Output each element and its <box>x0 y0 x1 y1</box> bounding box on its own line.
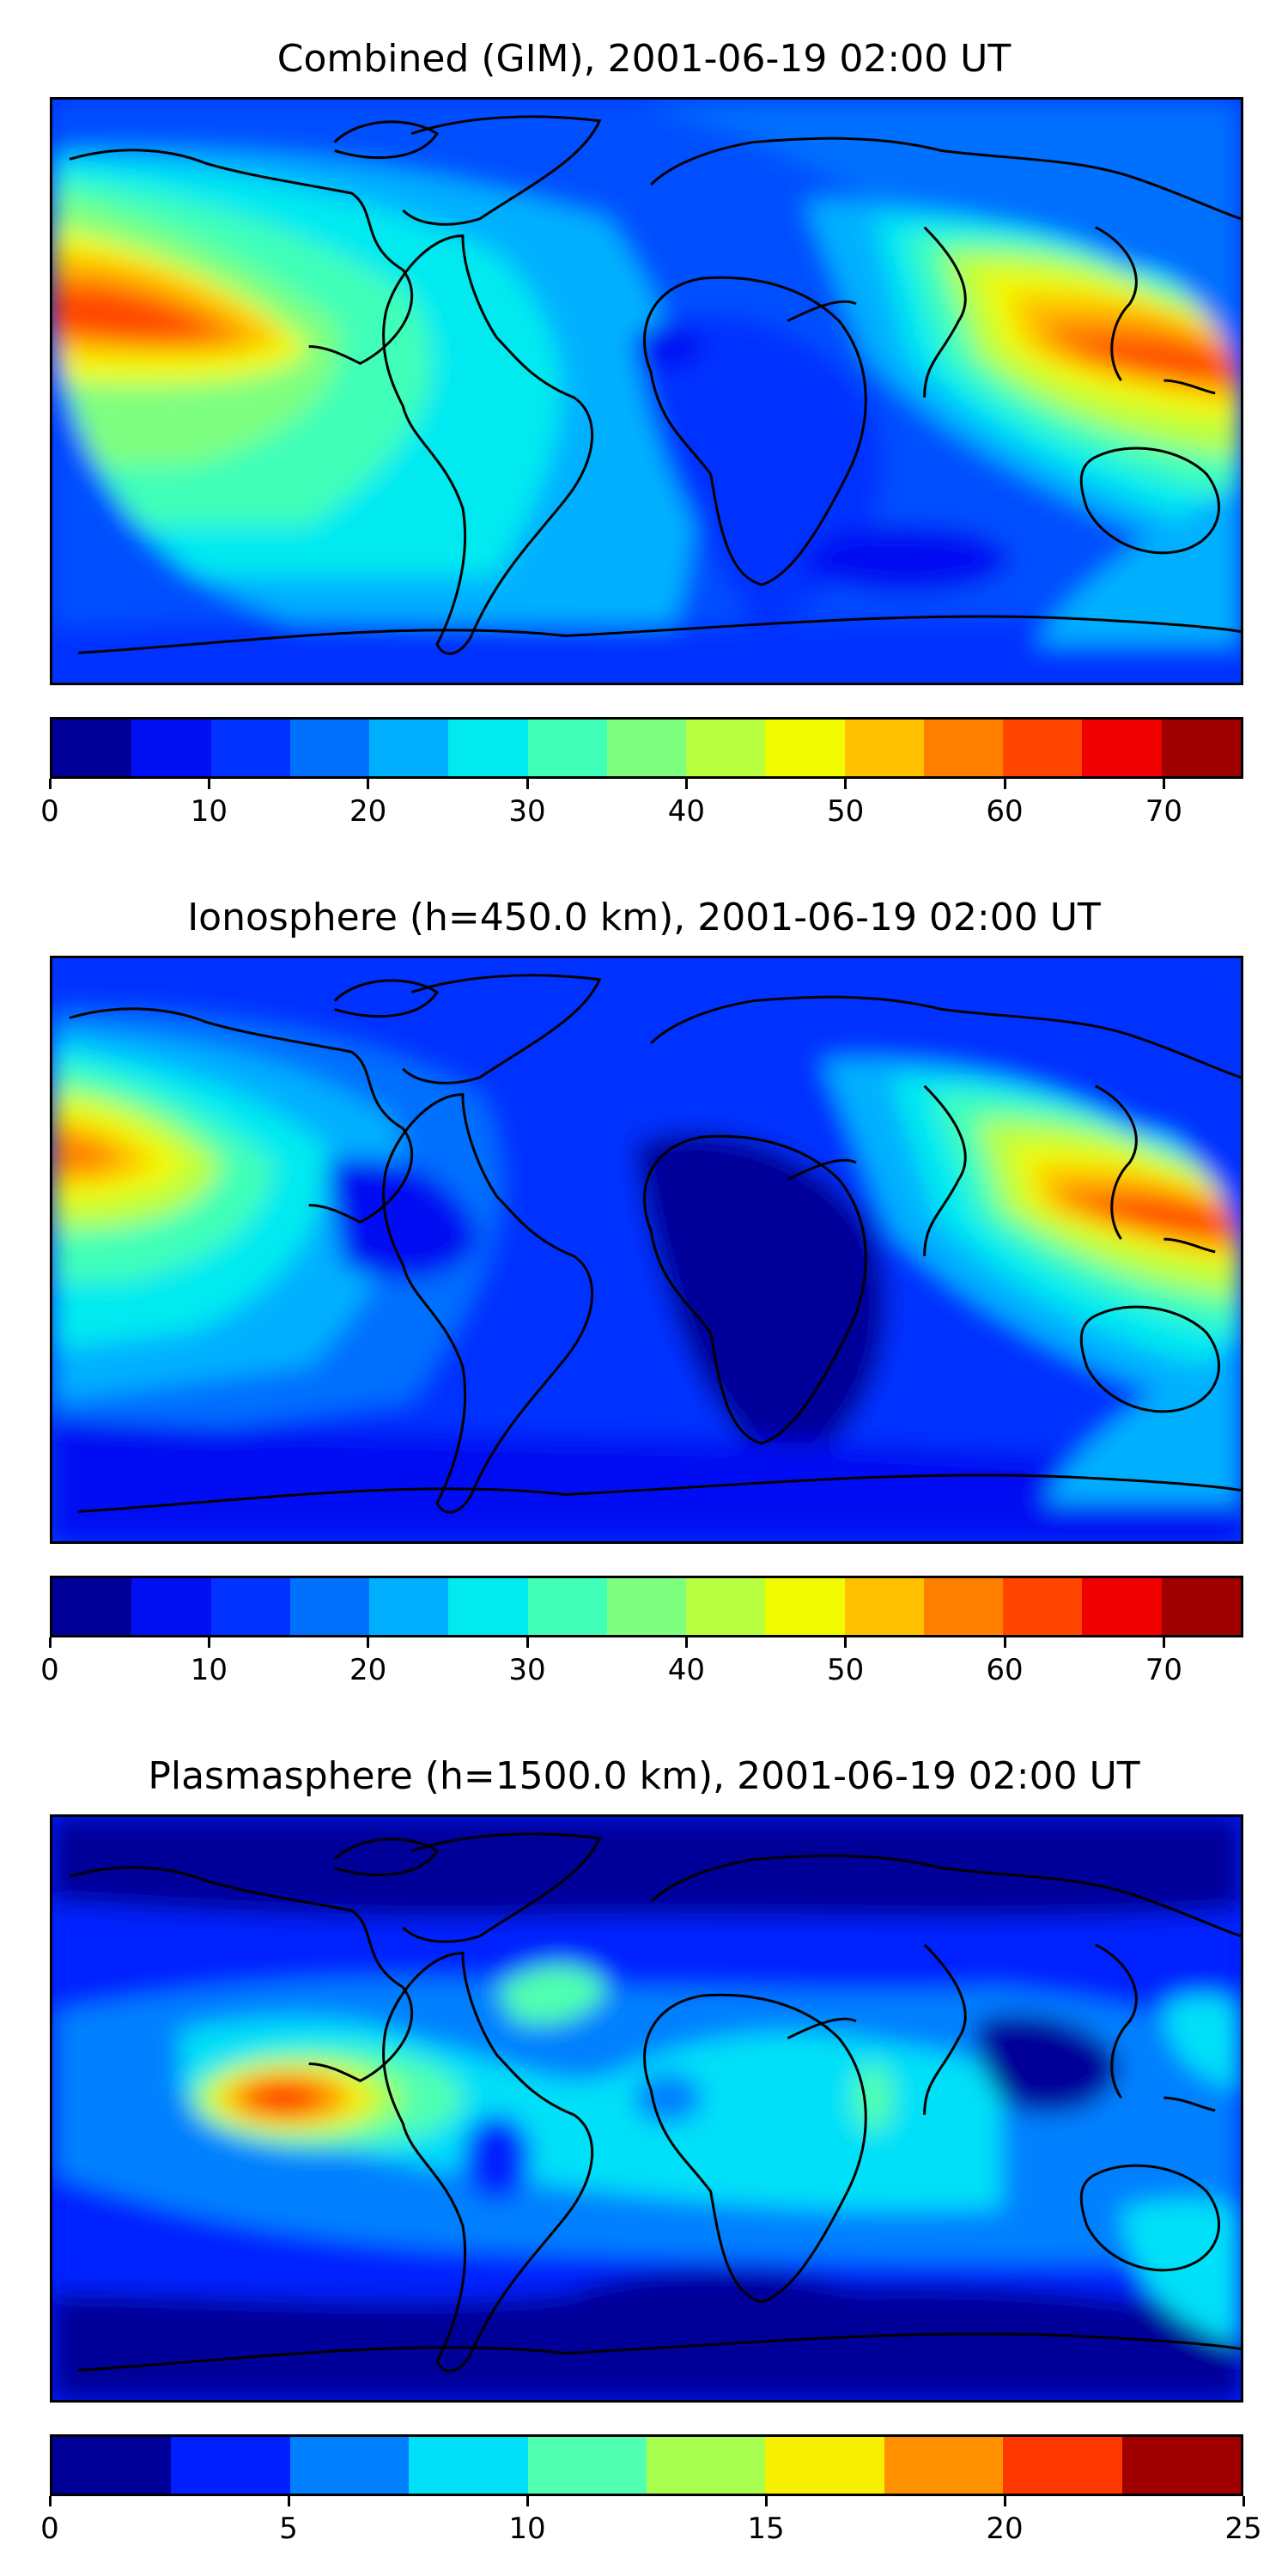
colorbar-segment <box>606 1578 687 1635</box>
colorbar-segment <box>369 720 449 776</box>
colorbar-segment <box>131 1578 211 1635</box>
colorbar-segment <box>844 720 924 776</box>
colorbar-segment <box>527 720 607 776</box>
colorbar-segment <box>289 1578 370 1635</box>
tick-mark <box>1003 2496 1006 2506</box>
colorbar-segment <box>369 1578 449 1635</box>
tick-label: 0 <box>40 2512 59 2546</box>
colorbar-segment <box>1003 2437 1122 2494</box>
tick-label: 10 <box>190 1653 228 1687</box>
colorbar-segment <box>52 720 132 776</box>
tick-label: 20 <box>349 794 387 829</box>
tick-mark <box>526 1637 529 1648</box>
tick-label: 30 <box>508 794 546 829</box>
tick-label: 60 <box>986 1653 1024 1687</box>
colorbar-segment <box>1003 720 1083 776</box>
colorbar-segment <box>409 2437 528 2494</box>
colorbar-segment <box>1161 1578 1241 1635</box>
tick-mark <box>1162 779 1165 789</box>
panel-1-colorbar-ticks: 0 10 20 30 40 50 60 70 <box>40 779 1243 830</box>
tick-mark <box>1162 1637 1165 1648</box>
tick-label: 50 <box>827 794 865 829</box>
tick-label: 25 <box>1224 2512 1262 2546</box>
tick-mark <box>1003 1637 1006 1648</box>
colorbar-segment <box>765 720 845 776</box>
colorbar-segment <box>448 1578 528 1635</box>
colorbar-segment <box>448 720 528 776</box>
colorbar-segment <box>210 720 290 776</box>
tick-mark <box>844 1637 848 1648</box>
colorbar-segment <box>606 720 687 776</box>
tick-mark <box>764 2496 768 2506</box>
tick-mark <box>367 779 370 789</box>
colorbar-segment <box>647 2437 766 2494</box>
panel-1-map <box>50 97 1243 685</box>
panel-2-map <box>50 956 1243 1544</box>
tick-mark <box>684 1637 688 1648</box>
panel-2-colorbar <box>50 1576 1243 1637</box>
colorbar-segment <box>1121 2437 1242 2494</box>
tick-mark <box>48 1637 52 1648</box>
tick-label: 70 <box>1145 1653 1182 1687</box>
colorbar-segment <box>844 1578 924 1635</box>
tick-mark <box>1003 779 1006 789</box>
colorbar-segment <box>1082 720 1162 776</box>
colorbar-segment <box>289 2437 410 2494</box>
colorbar-segment <box>923 1578 1004 1635</box>
tick-label: 10 <box>190 794 228 829</box>
tick-mark <box>526 779 529 789</box>
colorbar-segment <box>923 720 1004 776</box>
tick-mark <box>526 2496 529 2506</box>
colorbar-segment <box>1161 720 1241 776</box>
tick-label: 70 <box>1145 794 1182 829</box>
tick-mark <box>48 2496 52 2506</box>
tick-label: 5 <box>279 2512 298 2546</box>
colorbar-segment <box>131 720 211 776</box>
colorbar-segment <box>884 2437 1004 2494</box>
tick-mark <box>207 779 210 789</box>
panel-1-title: Combined (GIM), 2001-06-19 02:00 UT <box>276 37 1012 81</box>
tick-mark <box>207 1637 210 1648</box>
tick-mark <box>287 2496 290 2506</box>
panel-2-title: Ionosphere (h=450.0 km), 2001-06-19 02:0… <box>187 896 1101 939</box>
tick-label: 60 <box>986 794 1024 829</box>
tick-label: 15 <box>747 2512 785 2546</box>
tick-mark <box>844 779 848 789</box>
colorbar-segment <box>52 1578 132 1635</box>
tick-label: 0 <box>40 794 59 829</box>
tick-mark <box>48 779 52 789</box>
colorbar-segment <box>686 720 766 776</box>
panel-3-colorbar <box>50 2434 1243 2496</box>
tick-label: 40 <box>667 794 705 829</box>
colorbar-segment <box>171 2437 290 2494</box>
tick-label: 30 <box>508 1653 546 1687</box>
tick-label: 20 <box>349 1653 387 1687</box>
tick-mark <box>1242 2496 1245 2506</box>
colorbar-segment <box>1003 1578 1083 1635</box>
colorbar-segment <box>527 2437 647 2494</box>
panel-1-colorbar <box>50 717 1243 779</box>
colorbar-segment <box>765 1578 845 1635</box>
panel-3-map <box>50 1814 1243 2403</box>
tick-label: 10 <box>508 2512 546 2546</box>
tick-label: 40 <box>667 1653 705 1687</box>
colorbar-segment <box>52 2437 172 2494</box>
tick-label: 50 <box>827 1653 865 1687</box>
tick-label: 20 <box>986 2512 1024 2546</box>
colorbar-segment <box>765 2437 884 2494</box>
colorbar-segment <box>1082 1578 1162 1635</box>
tick-mark <box>684 779 688 789</box>
tick-label: 0 <box>40 1653 59 1687</box>
panel-2-colorbar-ticks: 0 10 20 30 40 50 60 70 <box>40 1637 1243 1689</box>
panel-3-title: Plasmasphere (h=1500.0 km), 2001-06-19 0… <box>148 1754 1140 1798</box>
colorbar-segment <box>686 1578 766 1635</box>
colorbar-segment <box>210 1578 290 1635</box>
colorbar-segment <box>527 1578 607 1635</box>
colorbar-segment <box>289 720 370 776</box>
tick-mark <box>367 1637 370 1648</box>
panel-3-colorbar-ticks: 0 5 10 15 20 25 <box>40 2496 1262 2548</box>
